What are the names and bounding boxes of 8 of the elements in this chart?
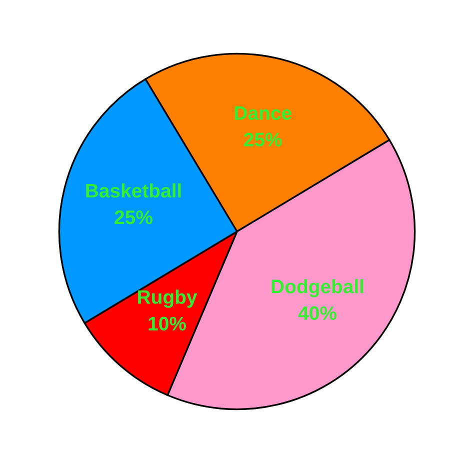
slice-label: Dodgeball [272,279,364,298]
slice-label: Dance [234,106,292,120]
data-label: 10% [148,316,186,331]
data-label: 25% [244,132,282,147]
slice-label: Rugby [138,290,198,308]
data-label: 25% [114,210,152,224]
slice-label: Basketball [86,183,181,198]
data-label: 40% [298,306,336,320]
